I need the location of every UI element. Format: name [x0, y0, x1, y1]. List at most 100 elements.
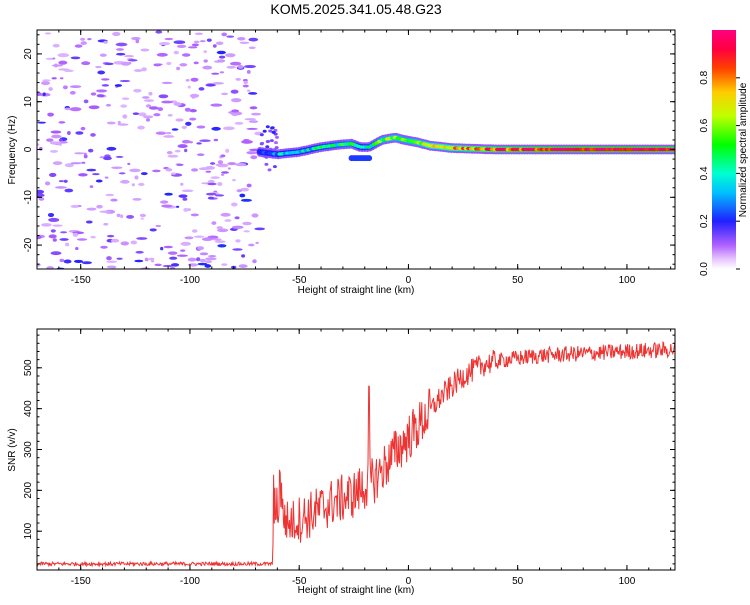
spectrogram-signal-ridge [256, 132, 675, 162]
noise-speckle [105, 193, 115, 197]
noise-speckle [171, 172, 176, 175]
noise-speckle [193, 40, 200, 44]
noise-speckle [112, 31, 121, 37]
noise-speckle [129, 168, 141, 173]
noise-speckle [167, 113, 173, 117]
noise-speckle [246, 89, 251, 92]
noise-speckle [49, 141, 61, 145]
noise-speckle [239, 41, 250, 45]
noise-speckle [224, 219, 232, 222]
noise-speckle [37, 263, 41, 267]
noise-speckle [227, 162, 237, 166]
noise-speckle [265, 125, 270, 129]
noise-speckle [161, 81, 173, 85]
noise-speckle [196, 153, 205, 157]
noise-speckle [223, 126, 235, 131]
noise-speckle [50, 130, 62, 134]
noise-speckle [64, 163, 74, 168]
noise-speckle [196, 125, 206, 129]
noise-speckle [213, 138, 219, 142]
noise-speckle [207, 182, 217, 186]
noise-speckle [122, 114, 128, 119]
noise-speckle [212, 81, 225, 85]
noise-speckle [70, 162, 82, 165]
noise-speckle [237, 37, 246, 41]
noise-speckle [141, 96, 150, 99]
noise-speckle [51, 64, 64, 67]
y-tick-label: 10 [23, 96, 34, 108]
y-tick-label: -20 [23, 237, 34, 252]
noise-speckle [163, 245, 173, 249]
noise-speckle [47, 112, 54, 117]
colorbar-tick-label: 0.6 [699, 118, 710, 132]
noise-speckle [97, 70, 106, 75]
noise-speckle [73, 259, 84, 263]
noise-speckle [96, 204, 103, 209]
y-tick-label: 400 [23, 400, 34, 417]
noise-speckle [81, 61, 91, 66]
noise-speckle [166, 61, 172, 66]
noise-speckle [116, 213, 121, 218]
noise-speckle [174, 149, 181, 153]
noise-speckle [110, 238, 120, 243]
y-tick-label: 20 [23, 48, 34, 60]
noise-speckle [106, 121, 116, 125]
noise-speckle [181, 125, 188, 129]
noise-speckle [180, 249, 186, 252]
noise-speckle [64, 188, 74, 193]
noise-speckle [142, 115, 154, 119]
noise-speckle [215, 41, 224, 46]
noise-speckle [38, 146, 43, 151]
noise-speckle [81, 261, 92, 265]
y-tick-label: -10 [23, 190, 34, 205]
noise-speckle [37, 235, 42, 240]
noise-speckle [254, 227, 266, 231]
noise-speckle [138, 182, 145, 186]
noise-speckle [99, 210, 112, 213]
noise-speckle [63, 179, 68, 183]
noise-speckle [80, 126, 86, 131]
noise-speckle [90, 92, 97, 96]
noise-speckle [88, 148, 94, 153]
noise-speckle [158, 94, 169, 99]
noise-speckle [101, 78, 110, 81]
noise-speckle [242, 221, 252, 226]
noise-speckle [133, 88, 142, 93]
y-tick-label: 200 [23, 482, 34, 499]
noise-speckle [217, 59, 226, 63]
noise-speckle [119, 79, 131, 83]
noise-speckle [231, 225, 244, 229]
noise-speckle [235, 77, 241, 81]
noise-speckle [184, 236, 194, 240]
noise-speckle [164, 37, 174, 41]
colorbar-tick-label: 0.8 [699, 70, 710, 84]
noise-speckle [203, 59, 208, 63]
x-tick-label: 50 [512, 275, 524, 286]
noise-speckle [243, 138, 250, 142]
noise-speckle [58, 138, 63, 142]
noise-speckle [134, 259, 144, 263]
snr-frame [36, 328, 676, 571]
noise-speckle [243, 79, 248, 82]
noise-speckle [135, 39, 140, 44]
noise-speckle [232, 248, 243, 251]
noise-speckle [267, 168, 272, 172]
noise-speckle [99, 53, 107, 57]
noise-speckle [262, 129, 267, 133]
noise-speckle [110, 198, 118, 202]
noise-speckle [220, 212, 231, 217]
noise-speckle [184, 107, 191, 112]
noise-speckle [239, 193, 246, 198]
noise-speckle [120, 214, 124, 219]
noise-speckle [90, 133, 96, 137]
noise-speckle [106, 260, 118, 263]
noise-speckle [80, 41, 87, 45]
noise-speckle [62, 85, 68, 90]
noise-speckle [220, 154, 226, 158]
noise-speckle [244, 118, 257, 121]
noise-speckle [106, 256, 112, 261]
noise-speckle [225, 148, 230, 153]
noise-speckle [181, 189, 194, 193]
noise-speckle [196, 257, 201, 262]
